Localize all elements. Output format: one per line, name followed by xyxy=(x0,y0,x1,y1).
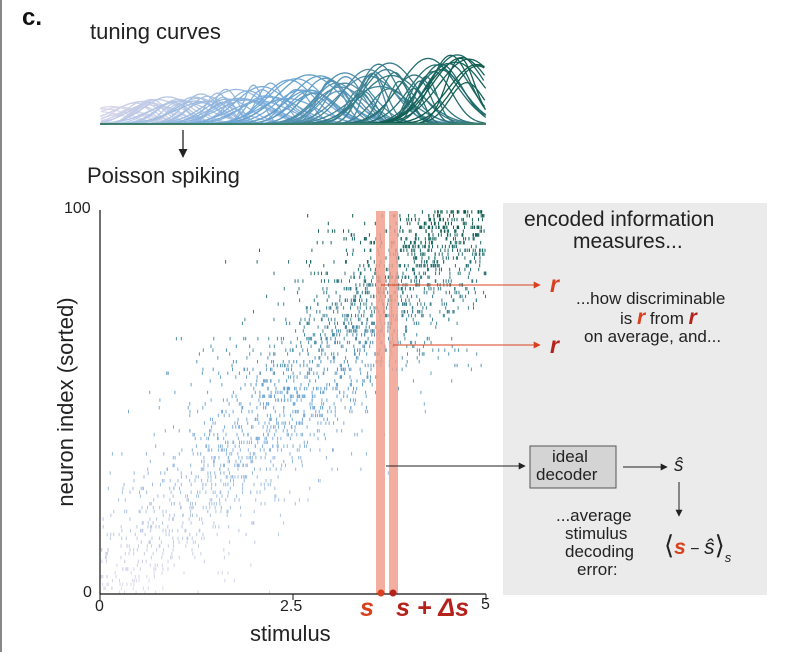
err-open: ⟨ xyxy=(664,530,675,560)
disc-r1: r xyxy=(637,306,646,329)
tuning-curve xyxy=(359,57,486,125)
discriminable-line1: ...how discriminable xyxy=(576,289,726,308)
s-plus-ds-label: s + Δs xyxy=(396,594,470,622)
tuning-curve xyxy=(339,74,486,125)
disc-is: is xyxy=(620,309,637,328)
r-label-1: r xyxy=(550,271,559,297)
tuning-curves xyxy=(99,54,487,125)
avg-line3: decoding xyxy=(565,542,635,561)
spike-raster xyxy=(100,210,487,594)
s-ds-marker xyxy=(389,589,397,597)
x-tick-label-5: 5 xyxy=(481,596,490,613)
panel-label: c. xyxy=(22,4,43,31)
y-axis-label: neuron index (sorted) xyxy=(53,297,78,507)
decoding-error-expression: ⟨s − ŝ⟩s xyxy=(664,530,731,565)
err-shat: ŝ xyxy=(704,536,715,559)
err-minus: − xyxy=(685,541,705,558)
r-label-2: r xyxy=(550,332,559,358)
tuning-curve xyxy=(325,88,454,125)
tuning-curve xyxy=(364,58,485,125)
x-tick-label-2-5: 2.5 xyxy=(280,598,303,615)
avg-line1: ...average xyxy=(556,506,632,525)
info-box xyxy=(503,203,767,595)
discriminable-line2: is r from r xyxy=(620,306,697,330)
tuning-curves-title: tuning curves xyxy=(90,19,221,44)
s-marker xyxy=(377,589,385,597)
tuning-curve xyxy=(381,54,486,125)
err-s: s xyxy=(674,536,686,559)
x-axis-label: stimulus xyxy=(250,621,331,646)
s-label: s xyxy=(360,594,374,622)
avg-line4: error: xyxy=(577,560,618,579)
disc-from: from xyxy=(645,309,689,328)
discriminable-line3: on average, and... xyxy=(584,327,722,346)
info-title-line1: encoded information xyxy=(524,208,715,231)
err-subscript: s xyxy=(724,550,732,565)
err-close: ⟩ xyxy=(714,530,725,560)
tuning-curve xyxy=(289,74,484,125)
y-tick-0: 0 xyxy=(83,584,92,601)
s-band xyxy=(376,211,385,594)
avg-line2: stimulus xyxy=(565,524,628,543)
y-tick-100: 100 xyxy=(64,200,91,217)
disc-r2: r xyxy=(688,306,697,329)
s-ds-band xyxy=(389,211,398,594)
tuning-curve xyxy=(324,72,421,125)
decoder-label-line2: decoder xyxy=(536,465,598,484)
decoder-label-line1: ideal xyxy=(552,447,588,466)
tuning-curve xyxy=(409,57,487,125)
tuning-curve xyxy=(275,85,484,125)
ideal-decoder-box xyxy=(529,445,617,489)
x-tick-label-0: 0 xyxy=(95,598,104,615)
tuning-curve xyxy=(303,68,471,125)
info-title-line2: measures... xyxy=(573,230,683,253)
s-hat-output: ŝ xyxy=(674,455,684,476)
poisson-spiking-label: Poisson spiking xyxy=(87,163,240,188)
